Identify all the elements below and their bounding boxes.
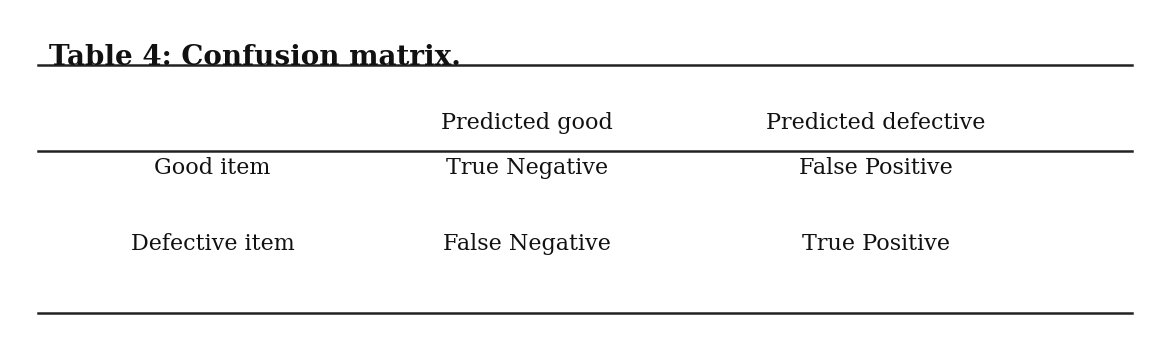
Text: Predicted defective: Predicted defective	[766, 112, 986, 134]
Text: Predicted good: Predicted good	[441, 112, 613, 134]
Text: Defective item: Defective item	[131, 233, 294, 255]
Text: Good item: Good item	[154, 157, 270, 179]
Text: True Positive: True Positive	[803, 233, 950, 255]
Text: Table 4: Confusion matrix.: Table 4: Confusion matrix.	[49, 44, 461, 71]
Text: False Positive: False Positive	[799, 157, 954, 179]
Text: False Negative: False Negative	[442, 233, 611, 255]
Text: True Negative: True Negative	[446, 157, 608, 179]
